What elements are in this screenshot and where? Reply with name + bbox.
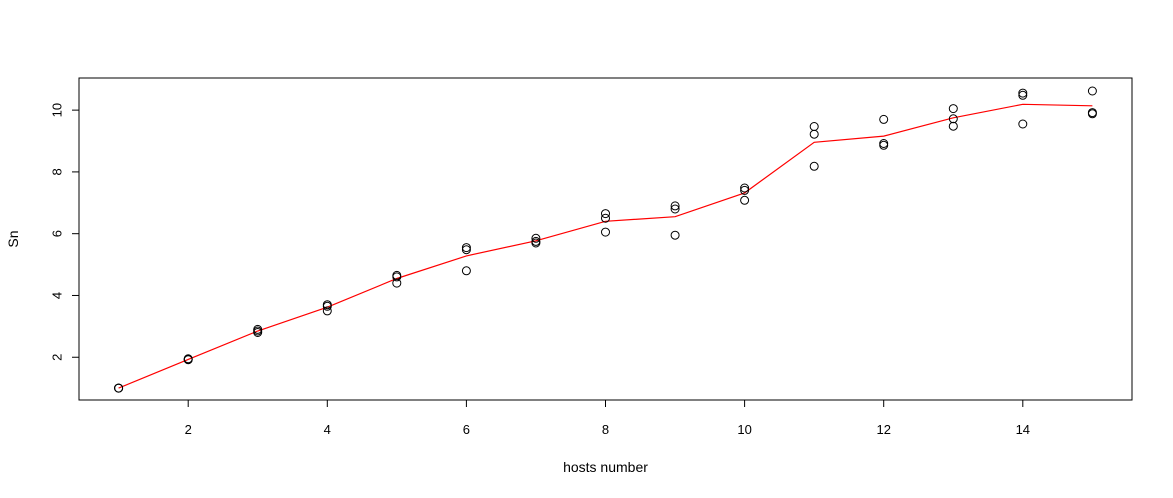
plot-frame [78, 77, 1133, 401]
data-point [948, 121, 958, 131]
data-point [740, 195, 750, 205]
data-point [670, 230, 680, 240]
y-axis-label: Sn [5, 230, 21, 247]
x-tick-label: 6 [463, 422, 470, 437]
data-point [948, 114, 958, 124]
data-point [948, 104, 958, 114]
data-point [1018, 88, 1028, 98]
data-point [601, 213, 610, 223]
y-tick-label: 6 [50, 230, 65, 237]
data-point [740, 185, 750, 195]
data-point [253, 328, 263, 337]
data-point [670, 204, 680, 214]
data-point [392, 278, 402, 288]
data-point [322, 301, 332, 311]
x-tick-label: 8 [602, 422, 609, 437]
x-axis: 2 4 6 8 10 12 14 [185, 399, 1030, 437]
data-point [740, 183, 750, 193]
x-axis-label: hosts number [563, 459, 648, 475]
data-point [392, 272, 402, 282]
data-point [531, 238, 541, 248]
data-point [1087, 86, 1097, 96]
x-tick-label: 2 [185, 422, 192, 437]
points-series [114, 86, 1097, 393]
x-tick-label: 12 [876, 422, 890, 437]
data-point [322, 306, 332, 316]
data-point [1018, 90, 1028, 100]
data-point [183, 355, 193, 365]
data-point [1018, 119, 1028, 129]
y-tick-label: 4 [50, 292, 65, 299]
y-tick-label: 10 [50, 103, 65, 117]
data-point [461, 245, 471, 255]
data-point [879, 140, 889, 150]
data-point [114, 383, 124, 393]
data-point [879, 114, 889, 124]
data-point [601, 227, 610, 237]
y-tick-label: 8 [50, 168, 65, 175]
data-point [461, 266, 471, 276]
data-point [531, 233, 541, 243]
data-point [809, 122, 819, 131]
data-point [601, 209, 610, 219]
y-tick-label: 2 [50, 354, 65, 361]
x-tick-label: 10 [737, 422, 751, 437]
data-point [879, 139, 889, 148]
mean-line-series [118, 103, 1093, 389]
data-point [1087, 109, 1097, 119]
data-point [809, 161, 819, 171]
data-point [670, 201, 680, 211]
y-axis: 2 4 6 8 10 [50, 103, 80, 361]
x-tick-label: 14 [1016, 422, 1030, 437]
data-point [809, 129, 819, 139]
data-point [461, 243, 471, 253]
mean-line [118, 103, 1093, 389]
x-tick-label: 4 [324, 422, 331, 437]
